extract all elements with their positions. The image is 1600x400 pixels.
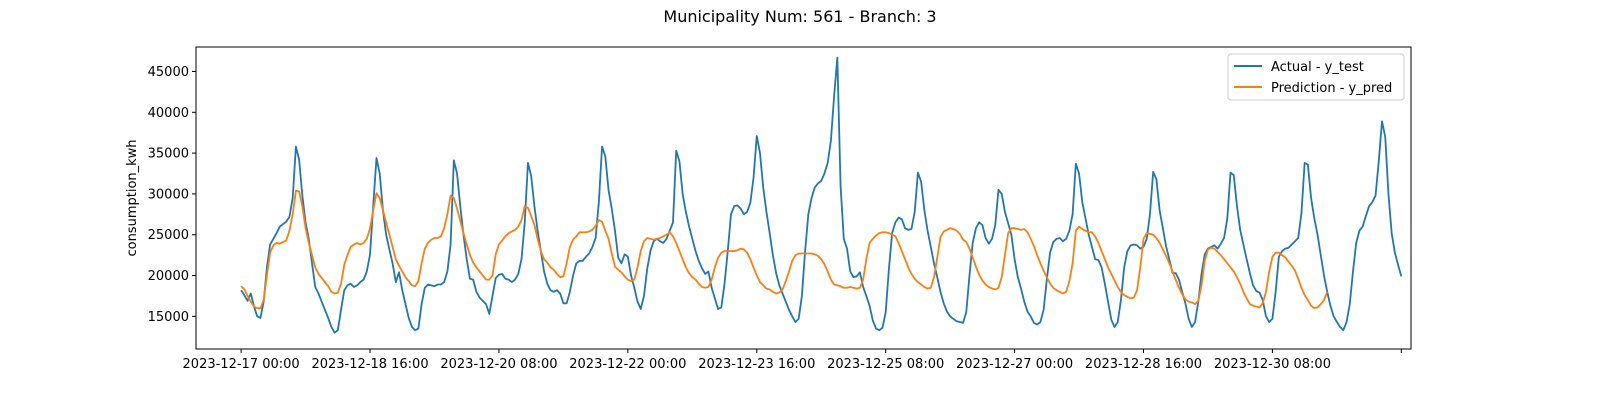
plot-frame <box>195 46 1412 350</box>
x-tick-label: 2023-12-20 08:00 <box>440 357 557 372</box>
y-tick-label: 40000 <box>148 106 189 121</box>
legend-label-prediction: Prediction - y_pred <box>1271 81 1392 96</box>
legend-label-actual: Actual - y_test <box>1271 60 1364 75</box>
series-layer <box>240 56 1403 334</box>
y-tick-label: 15000 <box>148 310 189 325</box>
x-tick-label: 2023-12-27 00:00 <box>956 357 1073 372</box>
y-tick-label: 30000 <box>148 187 189 202</box>
y-tick-label: 35000 <box>148 147 189 162</box>
series-line-actual <box>240 56 1403 334</box>
x-tick-label: 2023-12-22 00:00 <box>569 357 686 372</box>
x-tick-label: 2023-12-23 16:00 <box>698 357 815 372</box>
y-axis: 15000 20000 25000 30000 35000 40000 45000 <box>148 65 196 325</box>
x-tick-label: 2023-12-30 08:00 <box>1214 357 1331 372</box>
y-tick-label: 20000 <box>148 269 189 284</box>
x-axis: 2023-12-17 00:00 2023-12-18 16:00 2023-12-… <box>183 349 1402 372</box>
x-tick-label: 2023-12-25 08:00 <box>827 357 944 372</box>
y-tick-label: 25000 <box>148 228 189 243</box>
series-line-pred <box>240 189 1329 310</box>
y-tick-label: 45000 <box>148 65 189 80</box>
x-tick-label: 2023-12-18 16:00 <box>311 357 428 372</box>
x-tick-label: 2023-12-28 16:00 <box>1085 357 1202 372</box>
x-tick-label: 2023-12-17 00:00 <box>183 357 300 372</box>
y-axis-label: consumption_kwh <box>125 139 140 256</box>
chart-title: Municipality Num: 561 - Branch: 3 <box>663 7 936 26</box>
legend: Actual - y_test Prediction - y_pred <box>1227 53 1405 101</box>
legend-box <box>1227 53 1405 101</box>
